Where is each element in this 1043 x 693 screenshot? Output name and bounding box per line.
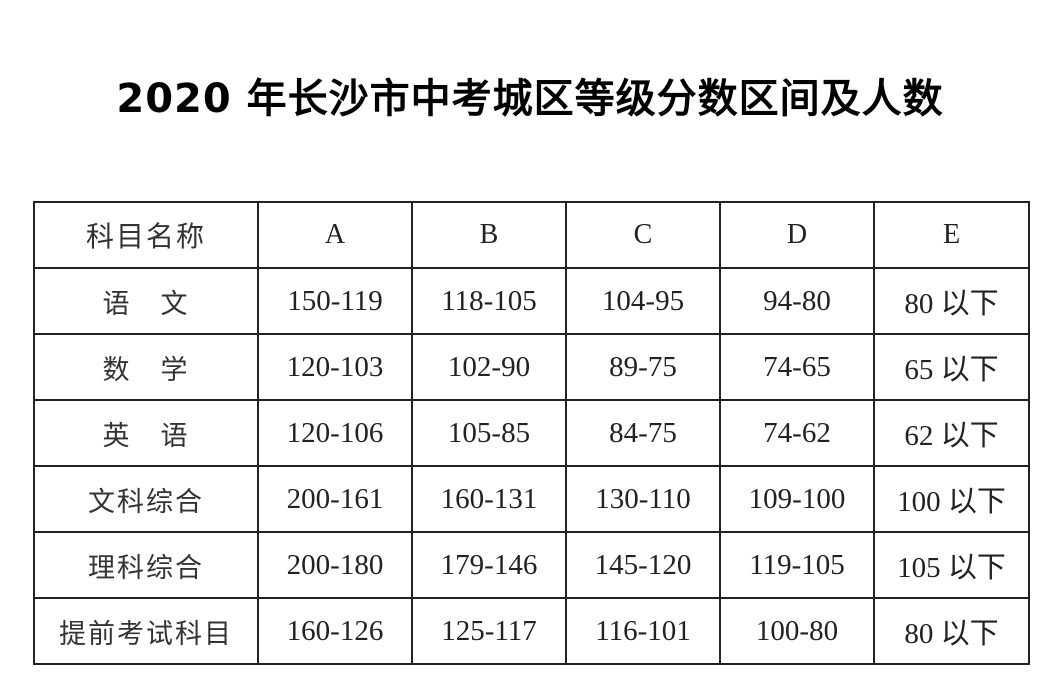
score-range-cell: 80 以下	[873, 597, 1030, 665]
grade-header-cell: A	[257, 201, 413, 269]
subject-cell: 文科综合	[33, 465, 259, 533]
score-range-cell: 80 以下	[873, 267, 1030, 335]
subject-cell: 数 学	[33, 333, 259, 401]
table-row: 提前考试科目 160-126 125-117 116-101 100-80 80 以下	[33, 597, 1030, 665]
table-row: 英 语 120-106 105-85 84-75 74-62 62 以下	[33, 399, 1030, 467]
subject-cell: 理科综合	[33, 531, 259, 599]
subject-cell: 语 文	[33, 267, 259, 335]
score-range-cell: 84-75	[565, 399, 721, 467]
score-range-cell: 105-85	[411, 399, 567, 467]
score-range-cell: 160-131	[411, 465, 567, 533]
score-range-cell: 150-119	[257, 267, 413, 335]
score-range-cell: 120-106	[257, 399, 413, 467]
grade-header-cell: C	[565, 201, 721, 269]
grade-header-cell: E	[873, 201, 1030, 269]
table-header-row: 科目名称 A B C D E	[33, 201, 1030, 269]
grade-header-cell: D	[719, 201, 875, 269]
page-title: 2020 年长沙市中考城区等级分数区间及人数	[116, 76, 944, 122]
score-range-cell: 200-180	[257, 531, 413, 599]
score-range-cell: 104-95	[565, 267, 721, 335]
score-range-cell: 74-62	[719, 399, 875, 467]
score-range-cell: 74-65	[719, 333, 875, 401]
score-range-cell: 65 以下	[873, 333, 1030, 401]
score-range-cell: 105 以下	[873, 531, 1030, 599]
subject-cell: 英 语	[33, 399, 259, 467]
score-range-cell: 200-161	[257, 465, 413, 533]
score-range-cell: 179-146	[411, 531, 567, 599]
score-range-cell: 89-75	[565, 333, 721, 401]
score-range-cell: 109-100	[719, 465, 875, 533]
table-row: 理科综合 200-180 179-146 145-120 119-105 105 以下	[33, 531, 1030, 599]
grade-header-cell: B	[411, 201, 567, 269]
score-range-cell: 125-117	[411, 597, 567, 665]
header-cell: 科目名称	[33, 201, 259, 269]
score-range-cell: 102-90	[411, 333, 567, 401]
score-range-cell: 118-105	[411, 267, 567, 335]
score-range-cell: 130-110	[565, 465, 721, 533]
score-range-cell: 100-80	[719, 597, 875, 665]
score-range-cell: 119-105	[719, 531, 875, 599]
score-range-cell: 100 以下	[873, 465, 1030, 533]
score-range-cell: 160-126	[257, 597, 413, 665]
score-range-cell: 120-103	[257, 333, 413, 401]
table-row: 语 文 150-119 118-105 104-95 94-80 80 以下	[33, 267, 1030, 335]
score-range-cell: 116-101	[565, 597, 721, 665]
table-row: 数 学 120-103 102-90 89-75 74-65 65 以下	[33, 333, 1030, 401]
score-range-cell: 62 以下	[873, 399, 1030, 467]
subject-cell: 提前考试科目	[33, 597, 259, 665]
score-range-cell: 94-80	[719, 267, 875, 335]
grade-score-table: 科目名称 A B C D E 语 文 150-119 118-105 104-95 94-80 80 …	[33, 201, 1030, 665]
score-range-cell: 145-120	[565, 531, 721, 599]
table-row: 文科综合 200-161 160-131 130-110 109-100 100 以下	[33, 465, 1030, 533]
